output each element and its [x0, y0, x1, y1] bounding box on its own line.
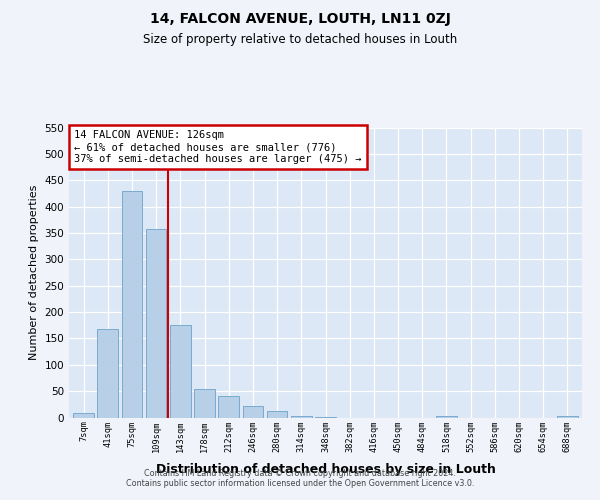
- Bar: [97, 329, 118, 418]
- Text: 14 FALCON AVENUE: 126sqm
← 61% of detached houses are smaller (776)
37% of semi-: 14 FALCON AVENUE: 126sqm ← 61% of detach…: [74, 130, 362, 164]
- Y-axis label: Number of detached properties: Number of detached properties: [29, 185, 39, 360]
- Bar: [73, 414, 94, 418]
- Text: Size of property relative to detached houses in Louth: Size of property relative to detached ho…: [143, 32, 457, 46]
- Text: Contains HM Land Registry data © Crown copyright and database right 2024.: Contains HM Land Registry data © Crown c…: [144, 468, 456, 477]
- Bar: [146, 228, 166, 418]
- Bar: [436, 416, 457, 418]
- Bar: [267, 411, 287, 418]
- Bar: [218, 396, 239, 417]
- Bar: [291, 416, 311, 418]
- Bar: [122, 191, 142, 418]
- Bar: [194, 388, 215, 418]
- Bar: [315, 417, 336, 418]
- X-axis label: Distribution of detached houses by size in Louth: Distribution of detached houses by size …: [155, 463, 496, 476]
- Text: 14, FALCON AVENUE, LOUTH, LN11 0ZJ: 14, FALCON AVENUE, LOUTH, LN11 0ZJ: [149, 12, 451, 26]
- Text: Contains public sector information licensed under the Open Government Licence v3: Contains public sector information licen…: [126, 478, 474, 488]
- Bar: [557, 416, 578, 418]
- Bar: [242, 406, 263, 417]
- Bar: [170, 325, 191, 418]
